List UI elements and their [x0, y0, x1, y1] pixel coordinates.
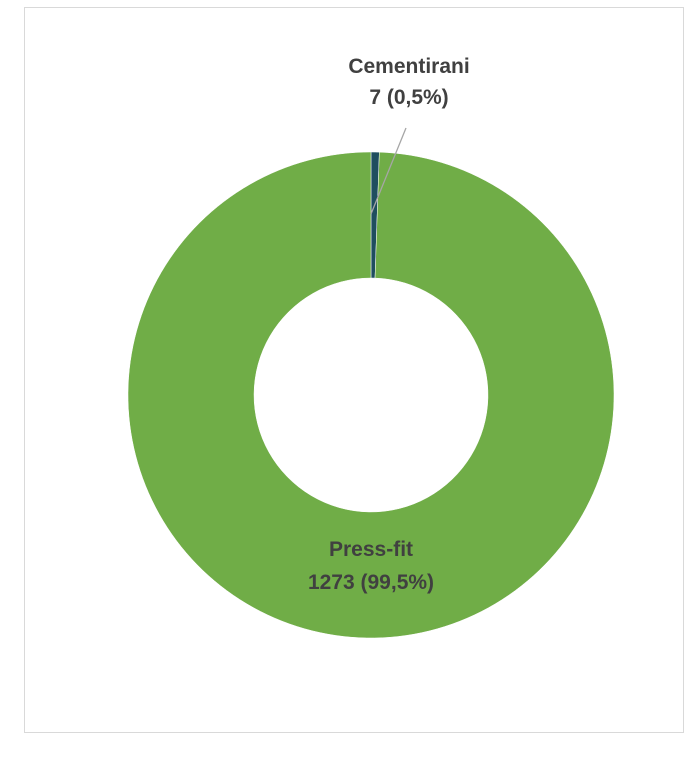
- cementirani-value-label: 7 (0,5%): [369, 86, 448, 109]
- slice-press-fit: [127, 151, 615, 639]
- press-fit-value-label: 1273 (99,5%): [308, 571, 434, 594]
- press-fit-name-label: Press-fit: [329, 538, 413, 561]
- donut-slices: [127, 151, 615, 639]
- cementirani-leader-line: [370, 127, 407, 215]
- cementirani-name-label: Cementirani: [348, 55, 469, 78]
